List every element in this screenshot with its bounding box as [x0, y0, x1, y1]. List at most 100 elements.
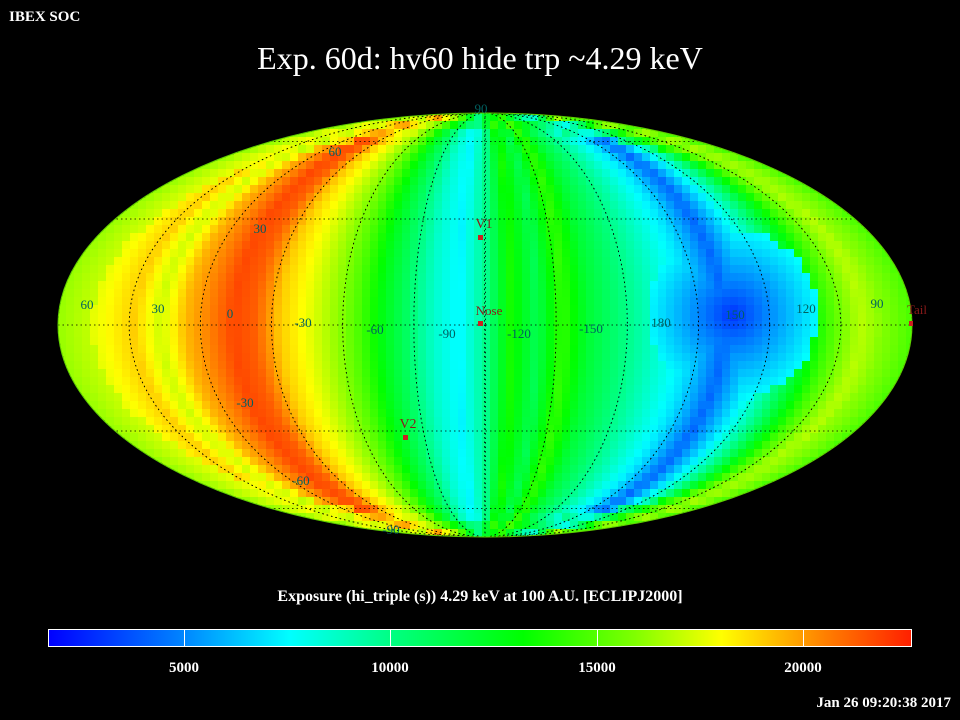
map-cell — [274, 489, 283, 498]
map-cell — [770, 337, 779, 346]
map-cell — [610, 353, 619, 362]
map-cell — [714, 313, 723, 322]
map-cell — [162, 273, 171, 282]
map-cell — [642, 273, 651, 282]
map-cell — [458, 321, 467, 330]
map-cell — [530, 353, 539, 362]
map-cell — [618, 465, 627, 474]
map-cell — [690, 425, 699, 434]
map-cell — [210, 425, 219, 434]
map-cell — [242, 465, 251, 474]
map-cell — [58, 345, 67, 354]
map-cell — [218, 185, 227, 194]
map-cell — [586, 153, 595, 162]
map-cell — [554, 401, 563, 410]
map-cell — [290, 505, 299, 514]
map-cell — [714, 209, 723, 218]
map-cell — [746, 217, 755, 226]
map-cell — [154, 385, 163, 394]
map-cell — [666, 481, 675, 490]
map-cell — [650, 465, 659, 474]
map-cell — [242, 473, 251, 482]
map-cell — [210, 385, 219, 394]
map-cell — [98, 377, 107, 386]
map-cell — [610, 233, 619, 242]
map-cell — [114, 225, 123, 234]
map-cell — [426, 417, 435, 426]
map-cell — [594, 145, 603, 154]
map-cell — [522, 289, 531, 298]
map-cell — [410, 313, 419, 322]
map-cell — [714, 273, 723, 282]
map-cell — [578, 225, 587, 234]
map-cell — [762, 465, 771, 474]
map-cell — [98, 297, 107, 306]
map-cell — [434, 369, 443, 378]
map-cell — [370, 289, 379, 298]
map-cell — [746, 401, 755, 410]
map-cell — [186, 193, 195, 202]
map-cell — [98, 385, 107, 394]
map-cell — [346, 401, 355, 410]
map-cell — [138, 297, 147, 306]
map-cell — [858, 353, 867, 362]
map-cell — [170, 185, 179, 194]
map-cell — [818, 377, 827, 386]
map-cell — [602, 465, 611, 474]
map-cell — [450, 521, 459, 530]
map-cell — [578, 353, 587, 362]
map-cell — [386, 393, 395, 402]
map-cell — [450, 161, 459, 170]
map-cell — [754, 337, 763, 346]
map-cell — [770, 417, 779, 426]
map-cell — [778, 177, 787, 186]
map-cell — [386, 193, 395, 202]
map-cell — [578, 433, 587, 442]
map-cell — [482, 505, 491, 514]
map-cell — [186, 481, 195, 490]
map-cell — [490, 465, 499, 474]
map-cell — [594, 185, 603, 194]
map-cell — [658, 273, 667, 282]
map-cell — [322, 369, 331, 378]
map-cell — [842, 297, 851, 306]
map-cell — [722, 425, 731, 434]
map-cell — [202, 273, 211, 282]
map-cell — [714, 353, 723, 362]
map-cell — [162, 441, 171, 450]
map-cell — [226, 297, 235, 306]
map-cell — [394, 457, 403, 466]
tail-marker-dot — [909, 321, 913, 326]
map-cell — [674, 417, 683, 426]
map-cell — [506, 201, 515, 210]
map-cell — [618, 489, 627, 498]
map-cell — [714, 433, 723, 442]
map-cell — [130, 369, 139, 378]
map-cell — [626, 337, 635, 346]
map-cell — [114, 305, 123, 314]
map-cell — [450, 409, 459, 418]
map-cell — [650, 337, 659, 346]
map-cell — [122, 257, 131, 266]
map-cell — [250, 169, 259, 178]
map-cell — [834, 233, 843, 242]
map-cell — [162, 217, 171, 226]
map-cell — [242, 321, 251, 330]
map-cell — [442, 161, 451, 170]
map-cell — [202, 465, 211, 474]
map-cell — [682, 385, 691, 394]
map-cell — [362, 473, 371, 482]
map-cell — [170, 273, 179, 282]
map-cell — [498, 185, 507, 194]
map-cell — [738, 169, 747, 178]
map-cell — [170, 417, 179, 426]
map-cell — [594, 401, 603, 410]
map-cell — [394, 321, 403, 330]
map-cell — [474, 449, 483, 458]
map-cell — [746, 337, 755, 346]
map-cell — [330, 409, 339, 418]
map-cell — [474, 145, 483, 154]
map-cell — [226, 241, 235, 250]
map-cell — [218, 401, 227, 410]
map-cell — [178, 201, 187, 210]
